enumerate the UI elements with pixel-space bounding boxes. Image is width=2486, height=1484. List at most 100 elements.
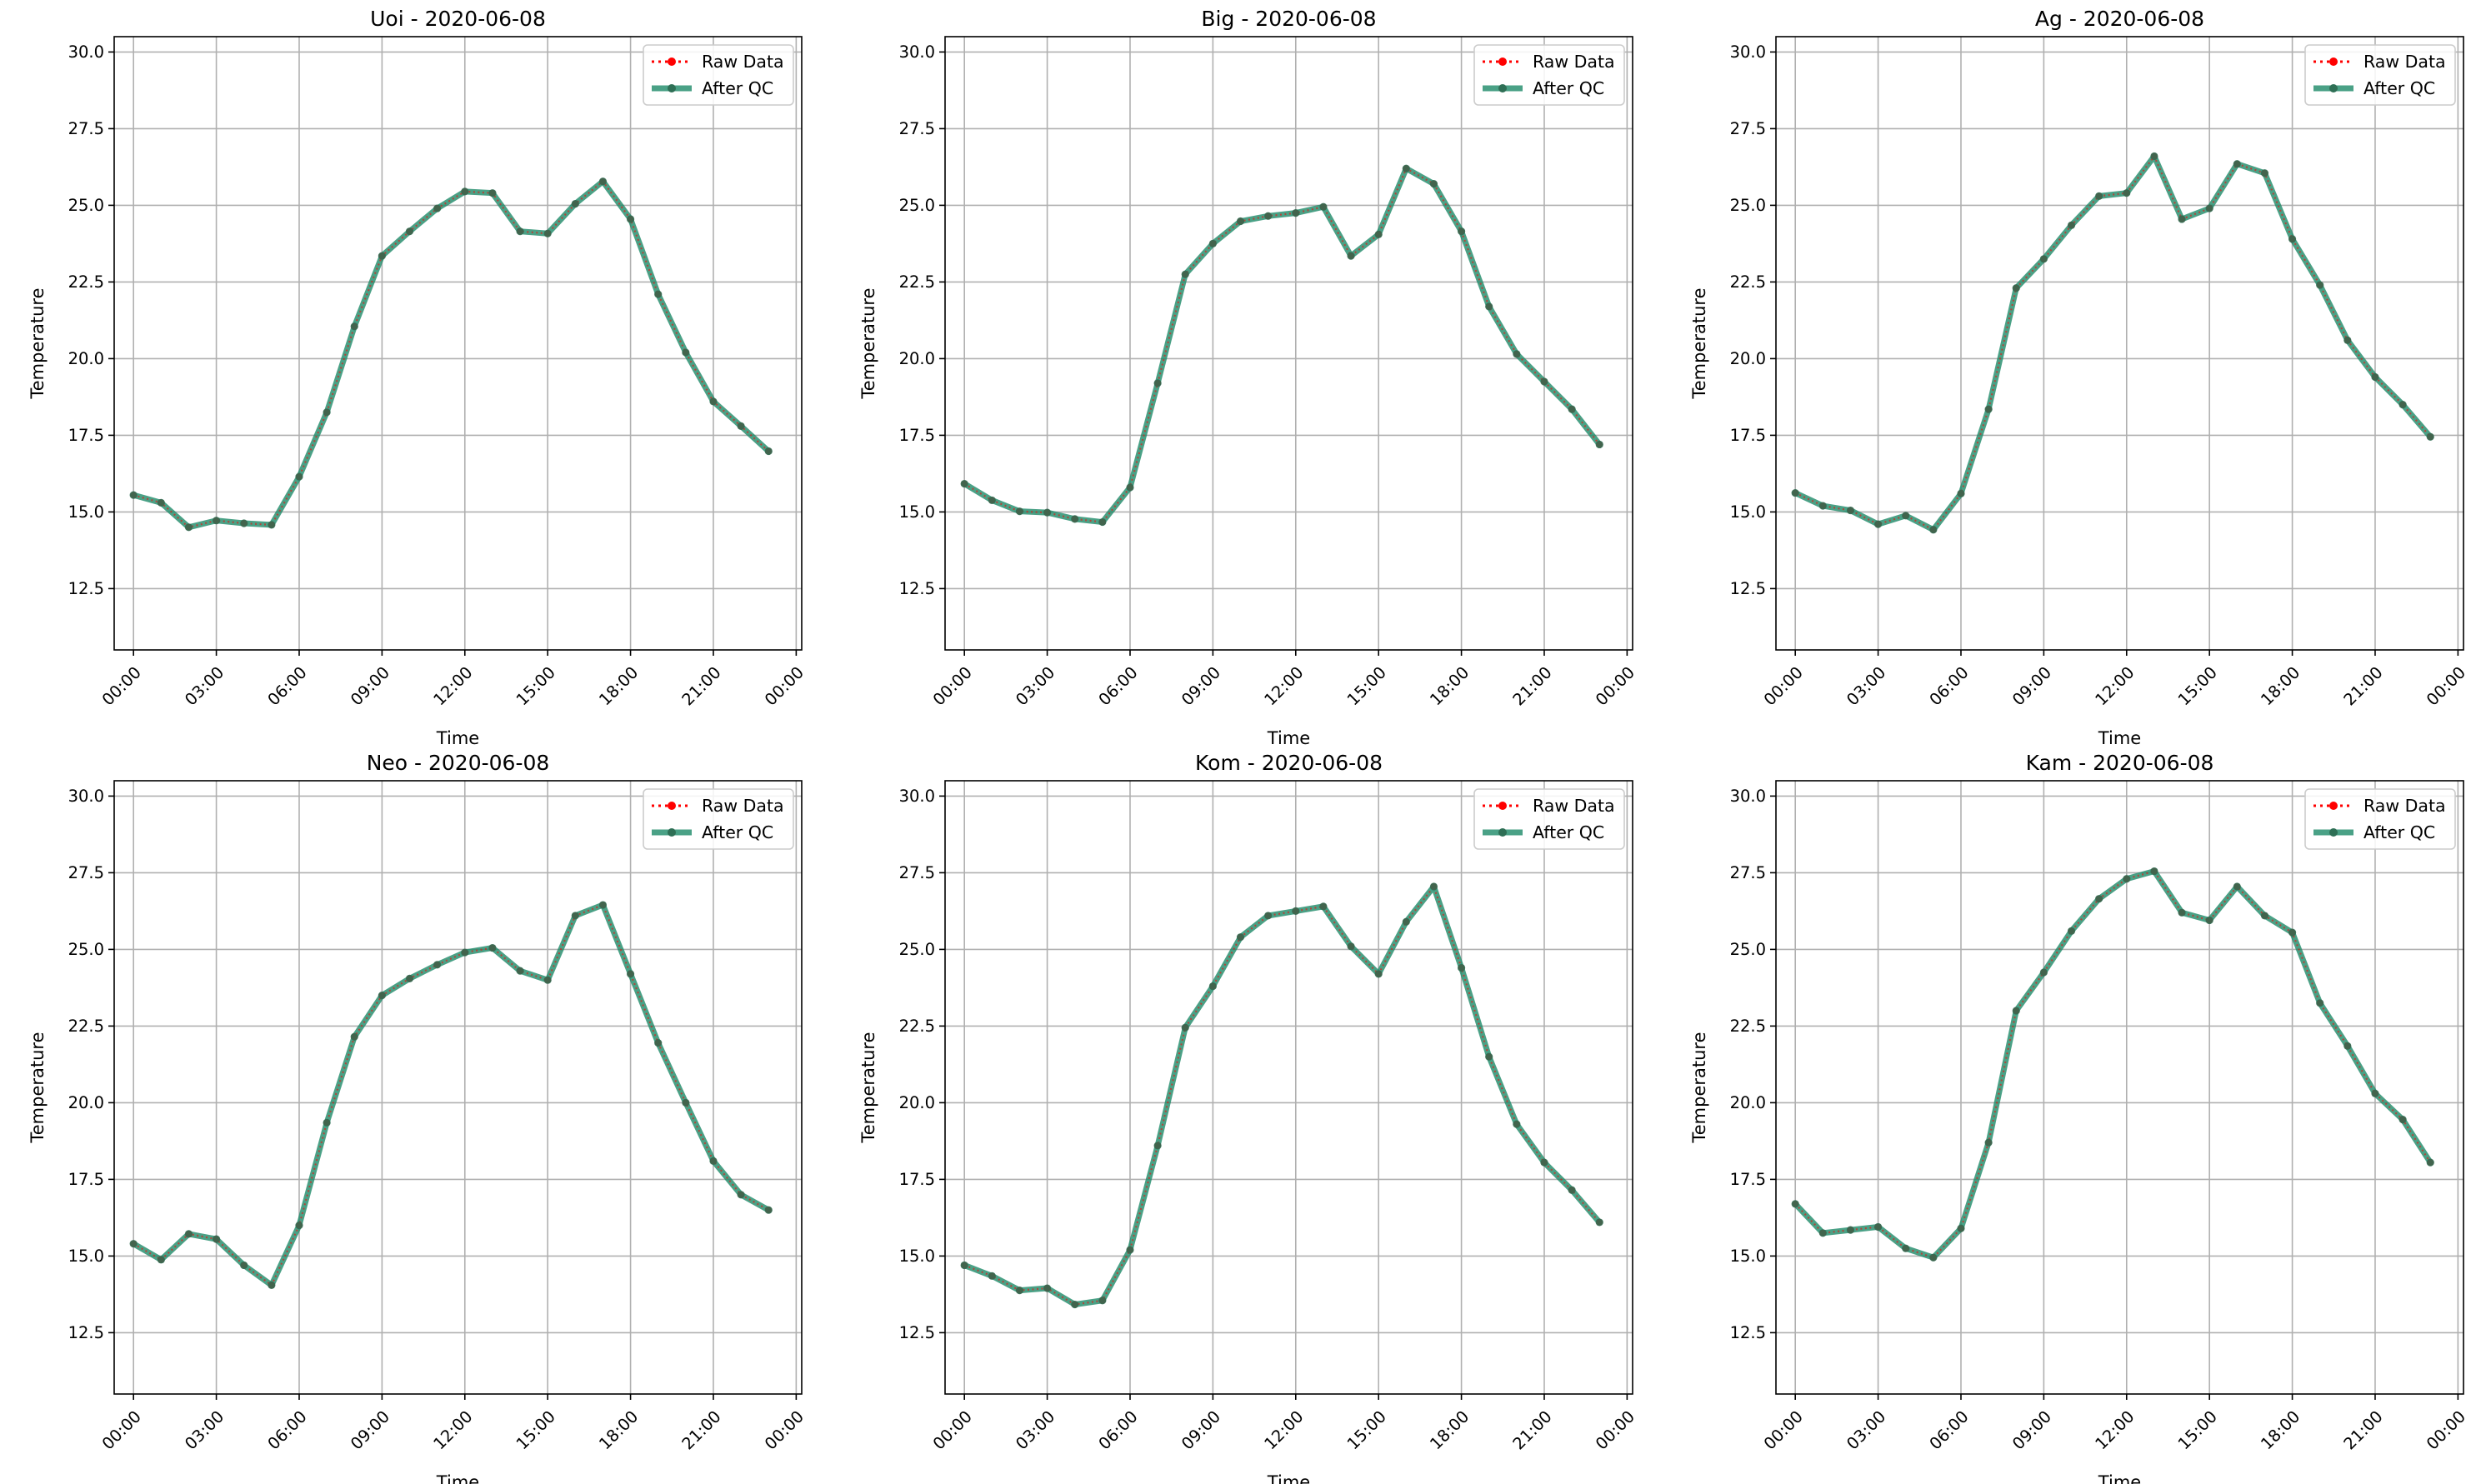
- axes-frame: [113, 780, 803, 1395]
- x-tick-label: 03:00: [1012, 1407, 1058, 1453]
- legend-raw-label: Raw Data: [702, 796, 784, 816]
- point-after-qc: [543, 229, 552, 237]
- legend: Raw Data After QC: [1473, 44, 1625, 106]
- series-line-after-qc: [133, 178, 771, 531]
- point-after-qc: [2067, 221, 2076, 229]
- point-after-qc: [1126, 1246, 1134, 1254]
- point-after-qc: [2316, 999, 2324, 1007]
- point-after-qc: [157, 1256, 165, 1264]
- point-after-qc: [1098, 517, 1107, 527]
- y-tick-label: 15.0: [1730, 1247, 1766, 1266]
- point-after-qc: [129, 491, 138, 499]
- point-after-qc: [1071, 1300, 1079, 1309]
- x-tick-label: 03:00: [181, 662, 228, 709]
- point-after-qc: [654, 290, 663, 298]
- x-tick-label: 00:00: [929, 1407, 976, 1453]
- legend-qc-marker: [2329, 828, 2338, 837]
- y-tick-label: 22.5: [68, 1017, 104, 1036]
- point-after-qc: [212, 1235, 221, 1243]
- legend: Raw Data After QC: [2304, 788, 2456, 850]
- series-line-raw-data: [133, 180, 769, 529]
- y-tick-label: 25.0: [1730, 196, 1766, 215]
- x-tick-label: 00:00: [98, 662, 145, 709]
- point-after-qc: [1902, 1244, 1910, 1252]
- legend-raw-label: Raw Data: [2363, 52, 2446, 72]
- point-after-qc: [1818, 1229, 1827, 1237]
- x-tick-label: 09:00: [1178, 662, 1224, 709]
- y-tick-label: 27.5: [1730, 119, 1766, 138]
- y-tick-label: 17.5: [68, 426, 104, 445]
- point-after-qc: [1902, 512, 1910, 520]
- point-after-qc: [598, 177, 608, 186]
- point-after-qc: [1540, 1158, 1548, 1167]
- chart-title: Kom - 2020-06-08: [1195, 751, 1383, 775]
- x-tick-label: 12:00: [430, 1407, 477, 1453]
- y-tick-label: 17.5: [68, 1170, 104, 1189]
- point-after-qc: [2123, 875, 2131, 883]
- x-tick-label: 12:00: [2092, 1407, 2138, 1453]
- point-after-qc: [1595, 440, 1603, 449]
- y-tick-label: 30.0: [899, 787, 935, 806]
- series-line-raw-data: [1794, 870, 2432, 1259]
- x-tick-label: 15:00: [513, 1407, 559, 1453]
- y-tick-label: 30.0: [899, 42, 935, 62]
- point-after-qc: [1264, 212, 1273, 220]
- legend-raw-label: Raw Data: [702, 52, 784, 72]
- legend: Raw Data After QC: [643, 788, 794, 850]
- point-after-qc: [1015, 507, 1024, 516]
- point-after-qc: [2150, 867, 2158, 876]
- y-tick-label: 20.0: [899, 1093, 935, 1112]
- x-tick-label: 12:00: [430, 662, 477, 709]
- series-line-raw-data: [963, 884, 1601, 1306]
- point-after-qc: [1153, 1142, 1162, 1150]
- series-line-after-qc: [1793, 868, 2433, 1261]
- y-tick-label: 22.5: [1730, 1017, 1766, 1036]
- series-line-raw-data: [1794, 154, 2432, 532]
- point-after-qc: [129, 1240, 138, 1248]
- point-after-qc: [1236, 933, 1245, 942]
- point-after-qc: [1043, 508, 1052, 517]
- point-after-qc: [2343, 1042, 2352, 1050]
- x-tick-label: 06:00: [1926, 662, 1973, 709]
- point-after-qc: [1568, 1186, 1576, 1194]
- subplot-4: 00:00 03:00 06:00 09:00 12:00 15:00 18:00 21:00…: [858, 751, 1638, 1484]
- x-tick-label: 03:00: [1843, 1407, 1889, 1453]
- x-tick-label: 15:00: [1343, 1407, 1390, 1453]
- x-tick-label: 18:00: [1426, 1407, 1473, 1453]
- x-tick-label: 21:00: [1509, 662, 1556, 709]
- point-after-qc: [461, 187, 469, 196]
- legend-raw-marker: [1498, 57, 1507, 66]
- y-axis-label: Temperature: [28, 287, 48, 399]
- point-after-qc: [405, 227, 414, 236]
- axes-frame: [944, 36, 1633, 651]
- y-tick-label: 25.0: [899, 940, 935, 959]
- legend-qc-label: After QC: [1533, 822, 1604, 842]
- point-after-qc: [240, 1261, 248, 1270]
- point-after-qc: [1347, 942, 1355, 951]
- point-after-qc: [2178, 215, 2186, 223]
- chart-title: Ag - 2020-06-08: [2035, 7, 2204, 31]
- point-after-qc: [626, 970, 635, 978]
- x-tick-label: 09:00: [347, 662, 393, 709]
- x-axis-label: Time: [1267, 728, 1310, 748]
- point-after-qc: [1236, 217, 1245, 226]
- legend-raw-label: Raw Data: [1533, 52, 1615, 72]
- x-tick-label: 12:00: [1261, 1407, 1308, 1453]
- point-after-qc: [1568, 405, 1576, 413]
- point-after-qc: [2260, 169, 2269, 177]
- point-after-qc: [1984, 405, 1993, 413]
- y-tick-label: 30.0: [68, 787, 104, 806]
- x-tick-label: 06:00: [264, 662, 311, 709]
- point-after-qc: [1540, 377, 1548, 386]
- x-tick-label: 18:00: [595, 1407, 642, 1453]
- point-after-qc: [1595, 1218, 1603, 1227]
- subplot-5: 00:00 03:00 06:00 09:00 12:00 15:00 18:00 21:00…: [1689, 751, 2469, 1484]
- point-after-qc: [2426, 1158, 2434, 1167]
- point-after-qc: [1457, 963, 1466, 972]
- y-tick-label: 30.0: [68, 42, 104, 62]
- y-tick-label: 15.0: [1730, 502, 1766, 522]
- point-after-qc: [1513, 1120, 1521, 1128]
- point-after-qc: [1846, 506, 1855, 515]
- x-axis-label: Time: [1267, 1472, 1310, 1484]
- subplot-0: 00:00 03:00 06:00 09:00 12:00 15:00 18:00 21:00…: [28, 7, 808, 748]
